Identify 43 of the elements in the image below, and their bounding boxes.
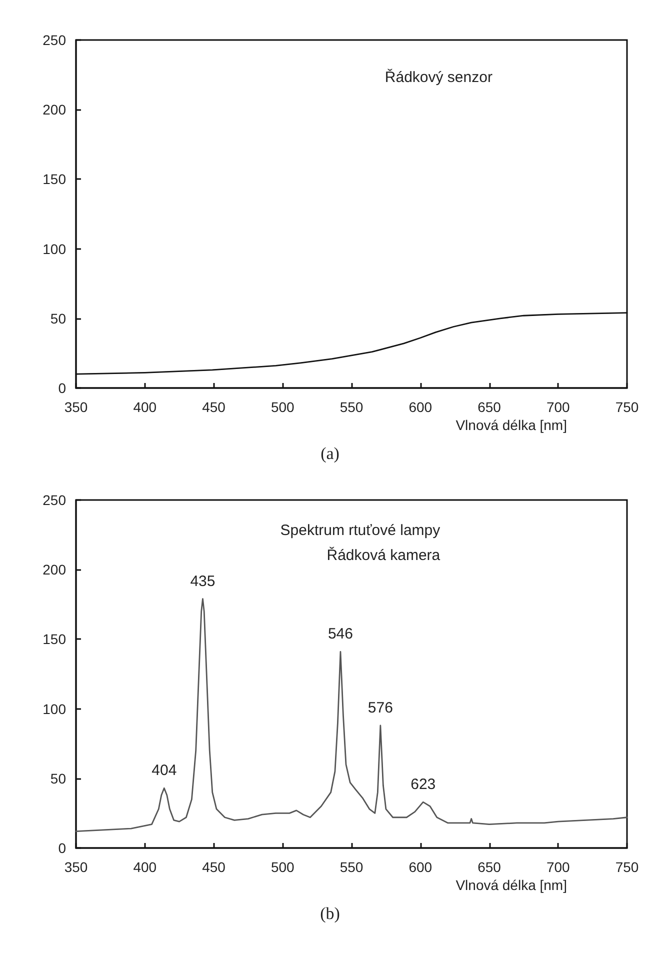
x-tick-label: 450 (202, 399, 226, 415)
x-tick-label: 750 (615, 859, 639, 875)
annotation: 404 (152, 762, 177, 780)
y-tick-label: 250 (42, 492, 66, 508)
y-tick-label: 100 (42, 240, 66, 257)
x-tick-label: 500 (270, 399, 295, 415)
y-tick-label: 150 (42, 171, 66, 188)
x-tick-label: 350 (64, 399, 88, 415)
text: Spektrum rtuťové lampy (280, 522, 441, 539)
x-tick-label: 400 (133, 399, 157, 415)
x-tick-label: 350 (64, 859, 88, 875)
y-tick-label: 200 (42, 562, 66, 578)
annotation: 435 (190, 572, 216, 590)
y-tick-label: 100 (42, 700, 66, 717)
x-tick-label: 700 (546, 859, 570, 875)
line-series (75, 598, 628, 832)
x-axis-title: Vlnová délka [nm] (456, 417, 567, 433)
y-tick-label: 0 (58, 840, 66, 856)
text: (b) (320, 904, 340, 923)
x-tick-label: 500 (270, 859, 295, 875)
x-tick-label: 450 (202, 859, 226, 875)
x-tick-label: 600 (408, 399, 432, 415)
x-axis-title: Vlnová délka [nm] (456, 877, 567, 893)
x-tick-label: 550 (340, 859, 364, 875)
text: Řádková kamera (326, 546, 441, 564)
y-tick-label: 150 (42, 631, 66, 648)
text: (a) (320, 444, 340, 463)
x-tick-label: 600 (408, 859, 432, 875)
y-tick-label: 50 (50, 770, 66, 786)
text: Řádkový senzor (384, 68, 492, 86)
annotation: 623 (410, 776, 436, 794)
y-tick-label: 200 (42, 102, 66, 118)
x-tick-label: 750 (615, 399, 639, 415)
x-tick-label: 650 (478, 399, 502, 415)
y-tick-label: 250 (42, 32, 66, 48)
y-tick-label: 50 (50, 310, 66, 326)
annotation: 576 (368, 700, 393, 717)
x-tick-label: 650 (478, 859, 502, 875)
y-tick-label: 0 (58, 380, 66, 396)
annotation: 546 (328, 626, 353, 643)
x-tick-label: 400 (133, 859, 157, 875)
x-tick-label: 550 (340, 399, 364, 415)
x-tick-label: 700 (546, 399, 570, 415)
